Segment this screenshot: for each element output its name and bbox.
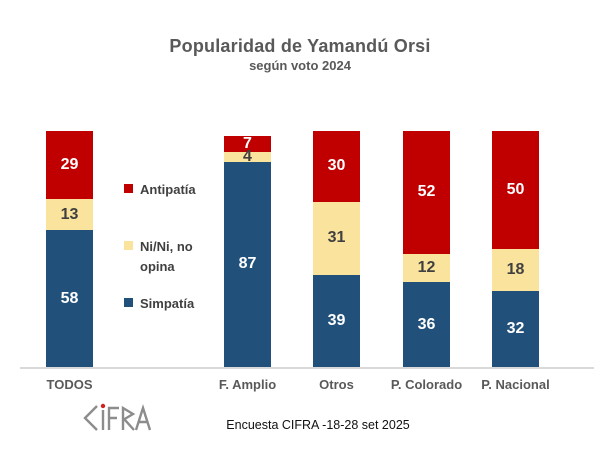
segment-simpat-a: 87 xyxy=(224,161,271,367)
logo-dot-icon xyxy=(100,403,106,409)
simpatia-swatch-icon xyxy=(124,298,133,307)
nini-swatch-icon xyxy=(124,241,133,250)
logo-letter-c xyxy=(83,405,98,431)
category-label: Otros xyxy=(319,377,354,392)
value-label: 36 xyxy=(417,315,436,333)
segment-antipat-a: 52 xyxy=(403,131,450,254)
survey-note: Encuesta CIFRA -18-28 set 2025 xyxy=(226,418,410,432)
category-label: F. Amplio xyxy=(218,377,277,392)
value-label: 32 xyxy=(506,320,525,338)
legend-item-nini: Ni/Ni, no opina xyxy=(124,237,210,276)
segment-antipat-a: 50 xyxy=(492,131,539,249)
value-label: 52 xyxy=(417,183,436,201)
segment-simpat-a: 32 xyxy=(492,291,539,367)
value-label: 39 xyxy=(327,311,346,329)
bar-p-nacional: 50 18 32 xyxy=(492,131,539,367)
value-label: 50 xyxy=(506,181,525,198)
value-label: 29 xyxy=(60,156,79,174)
legend-item-simpatia: Simpatía xyxy=(124,294,210,314)
category-label: TODOS xyxy=(46,377,93,392)
value-label: 31 xyxy=(327,229,346,247)
bar-otros: 30 31 39 xyxy=(313,131,360,367)
antipatia-swatch-icon xyxy=(124,184,133,193)
segment-ni-ni-no-opina: 13 xyxy=(46,199,93,231)
legend-label: Simpatía xyxy=(140,296,195,311)
value-label: 30 xyxy=(327,157,346,175)
value-label: 87 xyxy=(238,255,257,273)
bar-todos: 29 13 58 xyxy=(46,131,93,367)
x-axis-line xyxy=(20,367,594,369)
cifra-logo xyxy=(83,403,152,431)
logo-letter-f xyxy=(107,406,119,430)
chart-subtitle: según voto 2024 xyxy=(249,58,351,73)
value-label: 12 xyxy=(417,258,436,276)
legend-label: Ni/Ni, no opina xyxy=(140,239,193,274)
segment-simpat-a: 36 xyxy=(403,282,450,367)
bar-p-colorado: 52 12 36 xyxy=(403,131,450,367)
logo-letter-a xyxy=(134,404,152,431)
bar-f-amplio: 7 4 87 xyxy=(224,134,271,367)
value-label: 58 xyxy=(60,289,79,307)
segment-antipat-a: 29 xyxy=(46,131,93,200)
value-label: 7 xyxy=(243,134,252,152)
segment-antipat-a: 30 xyxy=(313,131,360,202)
segment-ni-ni-no-opina: 18 xyxy=(492,249,539,292)
legend-label: Antipatía xyxy=(140,182,196,197)
category-label: P. Colorado xyxy=(390,377,463,392)
logo-letter-r xyxy=(121,405,136,431)
value-label: 13 xyxy=(60,205,79,223)
segment-ni-ni-no-opina: 31 xyxy=(313,201,360,275)
segment-simpat-a: 58 xyxy=(46,230,93,367)
segment-ni-ni-no-opina: 4 xyxy=(224,148,271,164)
segment-ni-ni-no-opina: 12 xyxy=(403,253,450,283)
segment-simpat-a: 39 xyxy=(313,274,360,367)
chart-title: Popularidad de Yamandú Orsi xyxy=(169,36,431,56)
segment-antipat-a: 7 xyxy=(224,134,271,153)
value-label: 4 xyxy=(243,147,252,165)
legend-item-antipatia: Antipatía xyxy=(124,180,210,200)
category-label: P. Nacional xyxy=(481,377,550,392)
value-label: 18 xyxy=(506,261,525,279)
